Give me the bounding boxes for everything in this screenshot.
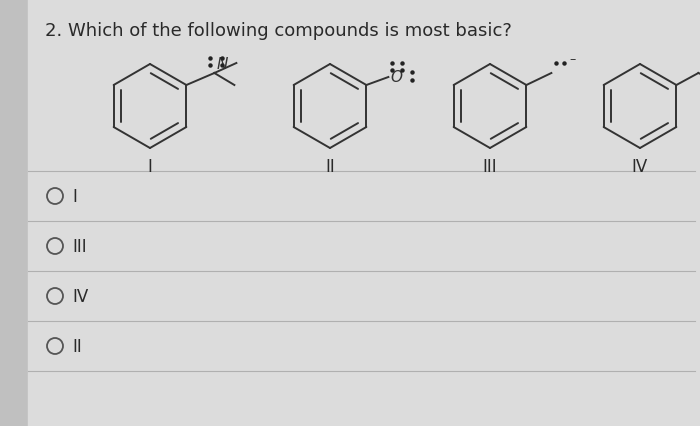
Text: N: N	[216, 57, 228, 72]
Text: IV: IV	[72, 287, 88, 305]
Text: –: –	[569, 53, 575, 66]
Bar	[0, 0, 28, 426]
Text: IV: IV	[632, 158, 648, 176]
Text: III: III	[72, 237, 87, 256]
Text: I: I	[148, 158, 153, 176]
Text: 2. Which of the following compounds is most basic?: 2. Which of the following compounds is m…	[45, 22, 512, 40]
Text: III: III	[483, 158, 497, 176]
Text: II: II	[325, 158, 335, 176]
Text: II: II	[72, 337, 82, 355]
Text: O: O	[391, 69, 402, 84]
Text: I: I	[72, 187, 77, 205]
